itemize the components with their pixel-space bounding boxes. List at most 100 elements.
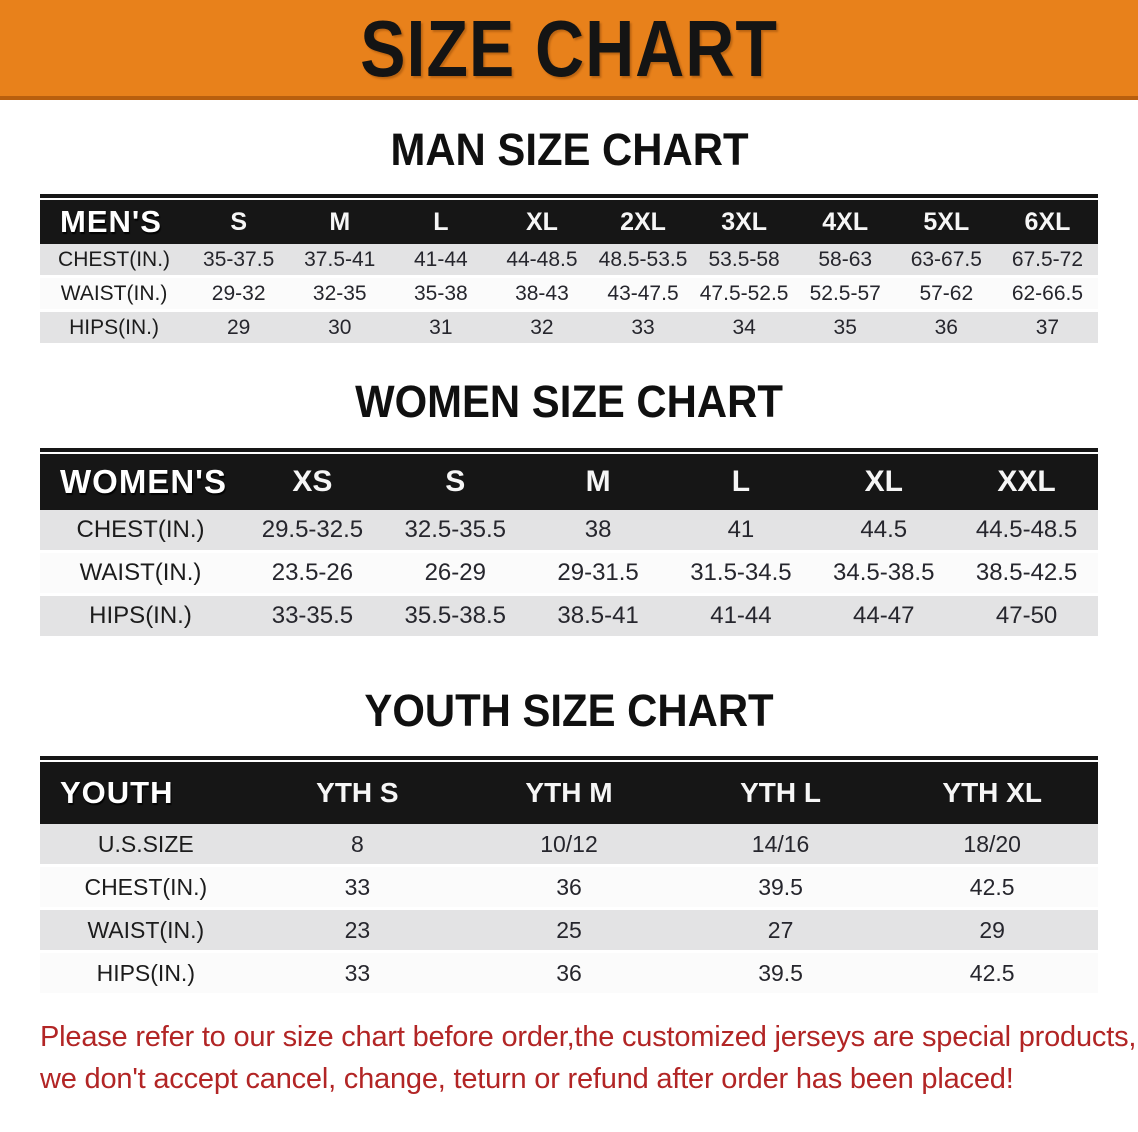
size-value-cell: 35 [794,312,896,346]
men-size-table-container: MEN'S S M L XL 2XL 3XL 4XL 5XL 6XL CHEST(IN.) 35-37… [0,194,1138,346]
table-row: HIPS(IN.) 29 30 31 32 33 34 35 36 37 [40,312,1098,346]
size-value-cell: 67.5-72 [996,244,1098,278]
men-corner-label: MEN'S [40,198,189,244]
youth-size-table: YOUTH YTH S YTH M YTH L YTH XL U.S.SIZE 8 10/12… [40,756,1098,996]
men-row-label: HIPS(IN.) [40,312,189,346]
size-value-cell: 37.5-41 [289,244,391,278]
table-row: CHEST(IN.) 29.5-32.5 32.5-35.5 38 41 44.5 44.5… [40,510,1098,553]
men-size-column-header: 5XL [895,198,997,244]
size-value-cell: 43-47.5 [592,278,694,312]
women-row-label: HIPS(IN.) [40,596,242,639]
size-value-cell: 47-50 [955,596,1098,639]
size-value-cell: 26-29 [383,553,527,596]
table-row: HIPS(IN.) 33-35.5 35.5-38.5 38.5-41 41-44 44-… [40,596,1098,639]
women-row-label: CHEST(IN.) [40,510,242,553]
youth-size-table-container: YOUTH YTH S YTH M YTH L YTH XL U.S.SIZE 8 10/12… [0,756,1138,996]
women-size-table: WOMEN'S XS S M L XL XXL CHEST(IN.) 29.5-32.5 32.5… [40,448,1098,639]
size-value-cell: 58-63 [794,244,896,278]
size-value-cell: 34 [693,312,795,346]
youth-row-label: CHEST(IN.) [40,867,252,910]
table-row: CHEST(IN.) 35-37.5 37.5-41 41-44 44-48.5 48.5… [40,244,1098,278]
size-value-cell: 33 [592,312,694,346]
size-value-cell: 29-32 [188,278,290,312]
women-size-column-header: S [383,452,527,510]
table-row: CHEST(IN.) 33 36 39.5 42.5 [40,867,1098,910]
size-value-cell: 23 [251,910,464,953]
table-row: WAIST(IN.) 23.5-26 26-29 29-31.5 31.5-34.5 34… [40,553,1098,596]
women-size-column-header: XXL [955,452,1098,510]
size-value-cell: 42.5 [886,953,1098,996]
men-section-title: MAN SIZE CHART [389,124,749,175]
size-value-cell: 10/12 [463,824,675,867]
size-value-cell: 39.5 [674,953,887,996]
size-value-cell: 38-43 [491,278,593,312]
youth-row-label: U.S.SIZE [40,824,252,867]
women-size-table-container: WOMEN'S XS S M L XL XXL CHEST(IN.) 29.5-32.5 32.5… [0,448,1138,639]
size-value-cell: 27 [674,910,887,953]
banner-title: SIZE CHART [360,3,778,93]
men-size-column-header: M [289,198,391,244]
size-value-cell: 8 [251,824,464,867]
youth-size-column-header: YTH XL [886,760,1098,824]
size-value-cell: 31 [390,312,492,346]
size-value-cell: 29 [188,312,290,346]
table-row: WAIST(IN.) 29-32 32-35 35-38 38-43 43-47.5 47.… [40,278,1098,312]
size-value-cell: 62-66.5 [996,278,1098,312]
women-size-column-header: XS [241,452,384,510]
table-row: HIPS(IN.) 33 36 39.5 42.5 [40,953,1098,996]
size-value-cell: 35-37.5 [188,244,290,278]
youth-size-column-header: YTH S [251,760,464,824]
disclaimer-line-2: we don't accept cancel, change, teturn o… [40,1063,1014,1095]
size-value-cell: 38.5-42.5 [955,553,1098,596]
men-size-column-header: 6XL [996,198,1098,244]
youth-row-label: HIPS(IN.) [40,953,252,996]
size-value-cell: 53.5-58 [693,244,795,278]
men-size-column-header: L [390,198,492,244]
size-value-cell: 34.5-38.5 [812,553,956,596]
size-value-cell: 44-47 [812,596,956,639]
women-size-column-header: L [669,452,813,510]
women-corner-label: WOMEN'S [40,452,242,510]
size-value-cell: 44.5 [812,510,956,553]
size-chart-banner: SIZE CHART [0,0,1138,100]
size-value-cell: 35-38 [390,278,492,312]
size-value-cell: 23.5-26 [241,553,384,596]
men-row-label: WAIST(IN.) [40,278,189,312]
men-size-column-header: 2XL [592,198,694,244]
size-value-cell: 39.5 [674,867,887,910]
size-value-cell: 38.5-41 [526,596,670,639]
size-value-cell: 18/20 [886,824,1098,867]
size-value-cell: 52.5-57 [794,278,896,312]
youth-size-column-header: YTH M [463,760,675,824]
size-value-cell: 33 [251,953,464,996]
size-value-cell: 63-67.5 [895,244,997,278]
size-value-cell: 41-44 [669,596,813,639]
youth-row-label: WAIST(IN.) [40,910,252,953]
youth-section-title: YOUTH SIZE CHART [364,685,774,736]
women-size-column-header: M [526,452,670,510]
size-value-cell: 33-35.5 [241,596,384,639]
size-value-cell: 36 [463,867,675,910]
size-value-cell: 29-31.5 [526,553,670,596]
men-size-column-header: 3XL [693,198,795,244]
table-row: WAIST(IN.) 23 25 27 29 [40,910,1098,953]
youth-corner-label: YOUTH [40,760,252,824]
youth-size-column-header: YTH L [674,760,887,824]
size-value-cell: 32.5-35.5 [383,510,527,553]
size-value-cell: 44-48.5 [491,244,593,278]
size-value-cell: 30 [289,312,391,346]
table-row: U.S.SIZE 8 10/12 14/16 18/20 [40,824,1098,867]
size-value-cell: 48.5-53.5 [592,244,694,278]
size-value-cell: 33 [251,867,464,910]
disclaimer-line-1: Please refer to our size chart before or… [40,1021,1137,1053]
men-row-label: CHEST(IN.) [40,244,189,278]
size-value-cell: 32 [491,312,593,346]
size-value-cell: 31.5-34.5 [669,553,813,596]
men-size-column-header: 4XL [794,198,896,244]
men-header-row: MEN'S S M L XL 2XL 3XL 4XL 5XL 6XL [40,198,1098,244]
youth-header-row: YOUTH YTH S YTH M YTH L YTH XL [40,760,1098,824]
women-section-title: WOMEN SIZE CHART [355,376,783,427]
size-value-cell: 32-35 [289,278,391,312]
size-value-cell: 14/16 [674,824,887,867]
size-value-cell: 36 [895,312,997,346]
